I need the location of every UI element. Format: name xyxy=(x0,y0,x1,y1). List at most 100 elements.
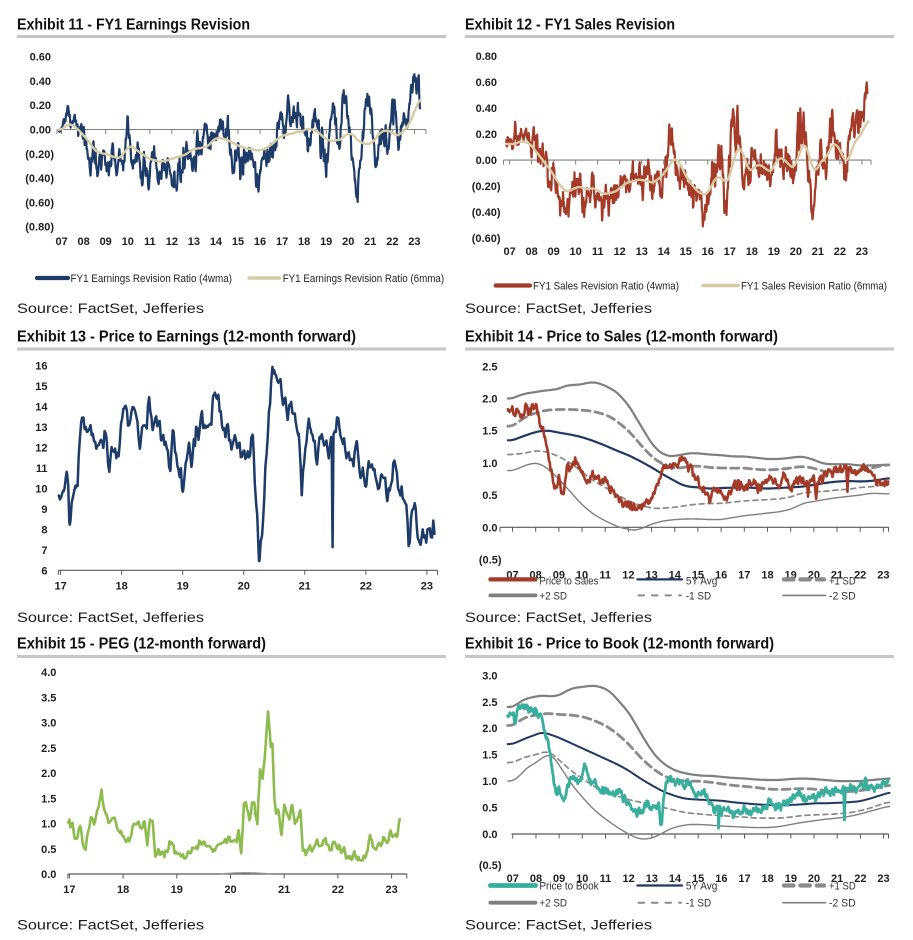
svg-text:1.0: 1.0 xyxy=(41,819,56,831)
svg-text:17: 17 xyxy=(276,236,288,248)
svg-text:21: 21 xyxy=(364,236,376,248)
svg-text:09: 09 xyxy=(553,873,565,885)
svg-text:07: 07 xyxy=(55,236,67,248)
svg-text:11: 11 xyxy=(144,236,156,248)
svg-text:6: 6 xyxy=(41,565,47,577)
svg-text:08: 08 xyxy=(530,873,542,885)
svg-text:10: 10 xyxy=(576,873,588,885)
svg-text:0.60: 0.60 xyxy=(476,77,497,89)
svg-text:7: 7 xyxy=(41,545,47,557)
svg-text:0.0: 0.0 xyxy=(482,522,497,534)
svg-text:13: 13 xyxy=(188,236,200,248)
svg-text:Exhibit 14 - Price to Sales (1: Exhibit 14 - Price to Sales (12-month fo… xyxy=(465,329,778,346)
svg-text:18: 18 xyxy=(117,884,129,896)
svg-text:0.60: 0.60 xyxy=(30,52,51,64)
svg-text:0.00: 0.00 xyxy=(30,125,51,137)
svg-text:FY1 Sales Revision Ratio (4wma: FY1 Sales Revision Ratio (4wma) xyxy=(533,281,679,293)
svg-text:(0.5): (0.5) xyxy=(479,860,502,872)
svg-text:08: 08 xyxy=(78,236,90,248)
svg-text:8: 8 xyxy=(41,524,47,536)
svg-text:12: 12 xyxy=(35,442,47,454)
svg-text:FY1 Earnings Revision Ratio (4: FY1 Earnings Revision Ratio (4wma) xyxy=(71,273,233,285)
svg-text:15: 15 xyxy=(692,570,704,582)
svg-text:12: 12 xyxy=(614,246,626,258)
svg-text:Price to Sales: Price to Sales xyxy=(539,575,598,587)
svg-text:2.5: 2.5 xyxy=(482,697,497,709)
svg-text:Exhibit 15 - PEG (12-month for: Exhibit 15 - PEG (12-month forward) xyxy=(17,636,266,653)
svg-text:17: 17 xyxy=(724,246,736,258)
svg-text:0.00: 0.00 xyxy=(476,155,497,167)
svg-text:17: 17 xyxy=(63,884,75,896)
svg-text:3.5: 3.5 xyxy=(41,692,56,704)
svg-text:1.5: 1.5 xyxy=(482,750,497,762)
svg-text:Source: FactSet, Jefferies: Source: FactSet, Jefferies xyxy=(17,918,204,934)
svg-text:Exhibit 11 - FY1 Earnings Revi: Exhibit 11 - FY1 Earnings Revision xyxy=(17,17,250,34)
svg-text:18: 18 xyxy=(762,873,774,885)
svg-text:-2 SD: -2 SD xyxy=(829,898,856,910)
svg-text:23: 23 xyxy=(877,570,889,582)
svg-text:20: 20 xyxy=(342,236,354,248)
svg-text:07: 07 xyxy=(503,246,515,258)
svg-text:16: 16 xyxy=(702,246,714,258)
svg-text:(0.20): (0.20) xyxy=(25,149,54,161)
svg-text:2.0: 2.0 xyxy=(41,768,56,780)
svg-text:13: 13 xyxy=(646,873,658,885)
svg-text:0.5: 0.5 xyxy=(41,844,56,856)
svg-text:5Y Avg: 5Y Avg xyxy=(686,881,718,893)
svg-text:4.0: 4.0 xyxy=(41,667,56,679)
svg-text:2.0: 2.0 xyxy=(482,723,497,735)
svg-text:10: 10 xyxy=(570,246,582,258)
svg-text:11: 11 xyxy=(600,873,612,885)
svg-text:13: 13 xyxy=(636,246,648,258)
svg-text:0.0: 0.0 xyxy=(41,869,56,881)
svg-text:(0.5): (0.5) xyxy=(479,555,502,567)
svg-text:20: 20 xyxy=(790,246,802,258)
svg-text:15: 15 xyxy=(232,236,244,248)
svg-text:21: 21 xyxy=(278,884,290,896)
svg-text:19: 19 xyxy=(320,236,332,248)
svg-text:21: 21 xyxy=(812,246,824,258)
svg-text:5Y Avg: 5Y Avg xyxy=(686,575,718,587)
svg-text:1.5: 1.5 xyxy=(482,426,497,438)
svg-text:11: 11 xyxy=(599,570,611,582)
svg-text:Source: FactSet, Jefferies: Source: FactSet, Jefferies xyxy=(17,610,204,626)
svg-text:17: 17 xyxy=(738,570,750,582)
svg-text:-1 SD: -1 SD xyxy=(686,590,711,602)
svg-text:23: 23 xyxy=(385,884,397,896)
svg-text:10: 10 xyxy=(122,236,134,248)
svg-text:15: 15 xyxy=(35,381,47,393)
svg-text:20: 20 xyxy=(224,884,236,896)
svg-text:22: 22 xyxy=(854,873,866,885)
svg-text:18: 18 xyxy=(298,236,310,248)
svg-text:Source: FactSet, Jefferies: Source: FactSet, Jefferies xyxy=(465,610,652,626)
svg-text:19: 19 xyxy=(171,884,183,896)
svg-text:12: 12 xyxy=(622,570,634,582)
svg-text:09: 09 xyxy=(100,236,112,248)
svg-text:FY1 Earnings Revision Ratio (6: FY1 Earnings Revision Ratio (6mma) xyxy=(283,273,444,285)
svg-text:0.20: 0.20 xyxy=(30,100,51,112)
svg-text:1.0: 1.0 xyxy=(482,776,497,788)
svg-text:19: 19 xyxy=(785,873,797,885)
svg-text:07: 07 xyxy=(507,873,519,885)
svg-text:22: 22 xyxy=(854,570,866,582)
svg-text:21: 21 xyxy=(831,873,843,885)
svg-text:11: 11 xyxy=(36,463,48,475)
svg-text:3.0: 3.0 xyxy=(41,718,56,730)
svg-text:-1 SD: -1 SD xyxy=(686,898,711,910)
svg-text:Price to Book: Price to Book xyxy=(539,881,599,893)
svg-text:Source: FactSet, Jefferies: Source: FactSet, Jefferies xyxy=(465,301,652,317)
svg-text:14: 14 xyxy=(210,236,223,248)
svg-text:+1 SD: +1 SD xyxy=(829,575,856,587)
svg-text:16: 16 xyxy=(35,360,47,372)
svg-text:2.5: 2.5 xyxy=(41,743,56,755)
svg-text:0.5: 0.5 xyxy=(482,803,497,815)
svg-text:Exhibit 12 - FY1 Sales Revisio: Exhibit 12 - FY1 Sales Revision xyxy=(465,17,675,34)
svg-text:10: 10 xyxy=(35,483,47,495)
svg-text:22: 22 xyxy=(360,581,372,593)
svg-text:1.0: 1.0 xyxy=(482,458,497,470)
svg-text:19: 19 xyxy=(768,246,780,258)
svg-text:3.0: 3.0 xyxy=(482,670,497,682)
svg-text:(0.60): (0.60) xyxy=(25,197,54,209)
svg-text:(0.80): (0.80) xyxy=(25,222,54,234)
svg-text:0.20: 0.20 xyxy=(476,129,497,141)
